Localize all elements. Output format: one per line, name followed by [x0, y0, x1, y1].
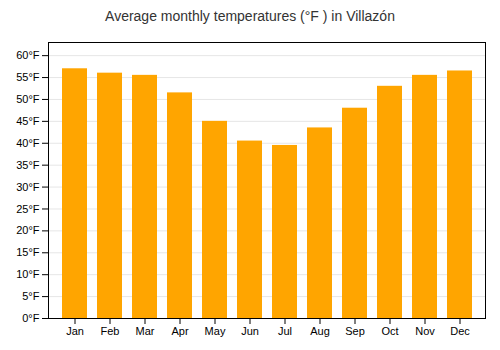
svg-text:10°F: 10°F	[16, 268, 40, 280]
svg-text:May: May	[205, 325, 226, 337]
svg-text:Jun: Jun	[241, 325, 259, 337]
svg-text:Mar: Mar	[136, 325, 155, 337]
svg-text:5°F: 5°F	[22, 290, 40, 302]
svg-text:Feb: Feb	[101, 325, 120, 337]
svg-text:Apr: Apr	[171, 325, 188, 337]
svg-text:15°F: 15°F	[16, 246, 40, 258]
html-text:Average monthly temperatures (: Average monthly temperatures (°F ) in Vi…	[105, 8, 395, 24]
svg-text:25°F: 25°F	[16, 202, 40, 214]
svg-text:Jul: Jul	[278, 325, 292, 337]
svg-text:Jan: Jan	[66, 325, 84, 337]
svg-text:20°F: 20°F	[16, 224, 40, 236]
svg-text:Aug: Aug	[310, 325, 330, 337]
svg-text:Nov: Nov	[415, 325, 435, 337]
svg-text:40°F: 40°F	[16, 137, 40, 149]
svg-text:Oct: Oct	[381, 325, 398, 337]
svg-text:55°F: 55°F	[16, 71, 40, 83]
svg-text:0°F: 0°F	[22, 312, 40, 324]
svg-text:Sep: Sep	[345, 325, 365, 337]
svg-text:Dec: Dec	[450, 325, 470, 337]
svg-text:60°F: 60°F	[16, 49, 40, 61]
svg-text:35°F: 35°F	[16, 159, 40, 171]
svg-text:30°F: 30°F	[16, 181, 40, 193]
svg-text:50°F: 50°F	[16, 93, 40, 105]
svg-text:45°F: 45°F	[16, 115, 40, 127]
